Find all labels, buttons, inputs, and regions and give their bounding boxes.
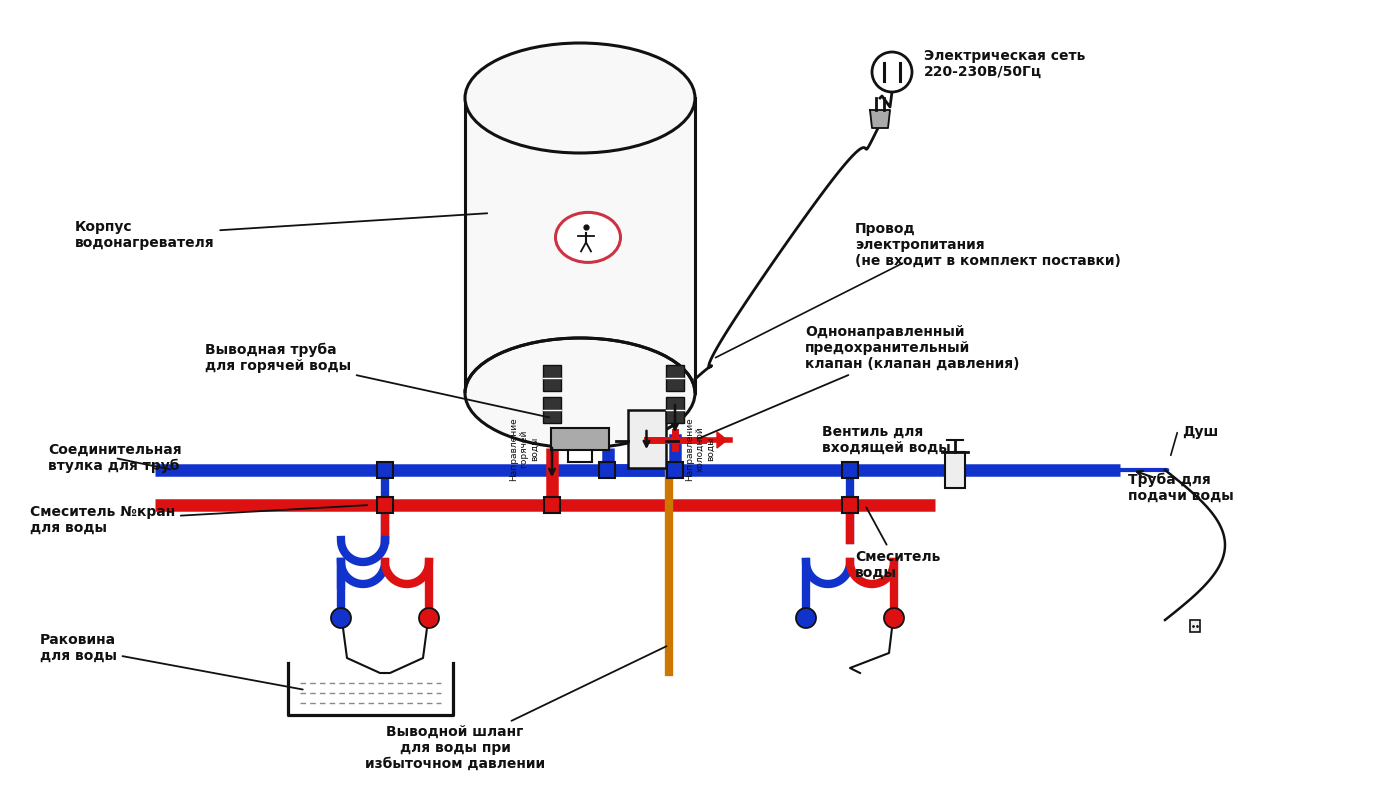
Bar [627, 410, 666, 468]
Text: Выводной шланг
для воды при
избыточном давлении: Выводной шланг для воды при избыточном д… [365, 646, 667, 771]
Bar [841, 462, 858, 478]
Circle shape [419, 608, 439, 628]
Bar [1190, 620, 1200, 632]
Polygon shape [871, 110, 890, 128]
Text: Раковина
для воды: Раковина для воды [40, 633, 303, 690]
Text: Направление
холодной
воды: Направление холодной воды [685, 417, 716, 481]
Text: Смеситель
воды: Смеситель воды [855, 507, 940, 580]
Circle shape [331, 608, 352, 628]
Text: Электрическая сеть
220-230В/50Гц: Электрическая сеть 220-230В/50Гц [925, 49, 1085, 79]
Bar [666, 365, 684, 391]
Text: Направление
горячей
воды: Направление горячей воды [509, 417, 538, 481]
Circle shape [796, 608, 817, 628]
Bar [945, 452, 965, 488]
Bar [465, 98, 695, 393]
Bar [543, 365, 561, 391]
Bar [376, 462, 393, 478]
Bar [543, 397, 561, 423]
Text: Вентиль для
входящей воды: Вентиль для входящей воды [822, 425, 955, 455]
Text: Труба для
подачи воды: Труба для подачи воды [1128, 473, 1233, 503]
Bar [841, 497, 858, 513]
Text: Соединительная
втулка для труб: Соединительная втулка для труб [48, 442, 181, 474]
Bar [376, 497, 393, 513]
Text: Провод
электропитания
(не входит в комплект поставки): Провод электропитания (не входит в компл… [855, 222, 1121, 268]
Circle shape [884, 608, 904, 628]
Bar [666, 397, 684, 423]
Ellipse shape [465, 43, 695, 153]
Text: Душ: Душ [1182, 425, 1218, 439]
Bar [667, 462, 682, 478]
Polygon shape [717, 432, 727, 448]
Text: Выводная труба
для горячей воды: Выводная труба для горячей воды [205, 342, 549, 418]
Bar [551, 428, 609, 450]
Circle shape [872, 52, 912, 92]
Bar [599, 462, 614, 478]
Ellipse shape [465, 338, 695, 448]
Ellipse shape [555, 213, 620, 262]
Text: Однонаправленный
предохранительный
клапан (клапан давления): Однонаправленный предохранительный клапа… [698, 325, 1020, 439]
Text: Корпус
водонагревателя: Корпус водонагревателя [75, 214, 487, 250]
Text: Смеситель №кран
для воды: Смеситель №кран для воды [30, 505, 367, 535]
Bar [947, 462, 963, 478]
Bar [544, 497, 561, 513]
